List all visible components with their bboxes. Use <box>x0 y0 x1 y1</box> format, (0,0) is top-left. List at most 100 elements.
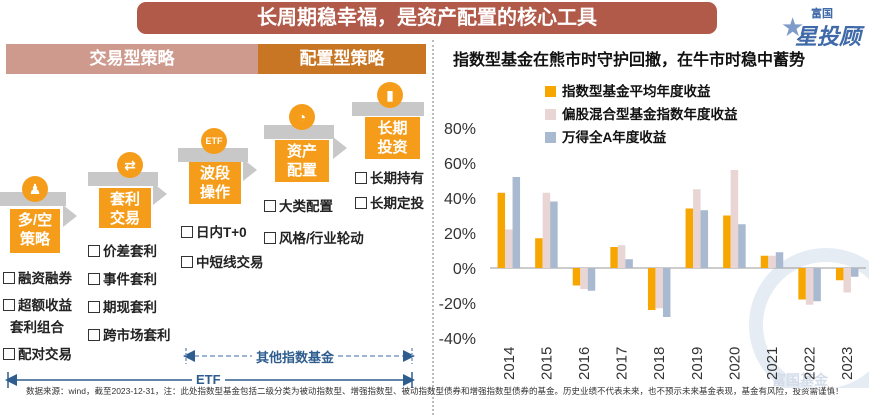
bar-2-2018 <box>662 268 671 317</box>
bar-1-2017 <box>617 245 626 268</box>
step-arrow <box>333 137 347 159</box>
bar-1-2018 <box>655 268 663 309</box>
bar-2-2014 <box>512 177 521 268</box>
y-tick-label: -20% <box>439 296 476 313</box>
bar-1-2023 <box>843 268 851 293</box>
x-tick-label: 2014 <box>501 347 518 380</box>
legend-item: 万得全A年度收益 <box>545 126 666 146</box>
strategy-step-box: 多/空 策略 <box>10 209 60 253</box>
bar-0-2022 <box>798 268 806 300</box>
bar-2-2022 <box>813 268 821 302</box>
bar-1-2014 <box>505 229 513 268</box>
bar-0-2015 <box>535 238 543 268</box>
growth-chart-icon: ▮ <box>377 82 403 108</box>
bar-0-2014 <box>497 192 506 268</box>
checkbox-icon <box>355 197 367 209</box>
checkbox-icon <box>88 301 100 313</box>
checklist-item-longshort: 配对交易 <box>3 344 72 366</box>
checklist-item-swing: 中短线交易 <box>181 252 264 274</box>
strategy-step-box: 套利 交易 <box>99 188 151 228</box>
x-tick-label: 2023 <box>839 347 856 380</box>
checklist-item-arbitrage: 跨市场套利 <box>88 325 171 347</box>
y-tick-label: 40% <box>444 191 476 208</box>
bar-2-2016 <box>587 268 596 291</box>
bar-0-2021 <box>760 255 769 268</box>
header-trading-strategy: 交易型策略 <box>6 44 258 74</box>
footnote: 数据来源：wind，截至2023-12-31，注：此处指数型基金包括二级分类为被… <box>26 386 844 396</box>
x-tick-label: 2020 <box>726 347 743 380</box>
checkbox-icon <box>3 299 15 311</box>
step-shelf <box>88 172 158 186</box>
step-arrow <box>63 205 77 227</box>
checkbox-icon <box>88 245 100 257</box>
step-arrow <box>153 183 167 205</box>
x-tick-label: 2022 <box>802 347 819 380</box>
page-banner-title: 长周期稳幸福，是资产配置的核心工具 <box>137 2 717 34</box>
exchange-icon: ⇄ <box>117 152 143 178</box>
step-shelf <box>352 102 424 116</box>
bar-1-2020 <box>730 170 739 268</box>
etf-label: ETF <box>192 372 225 387</box>
x-tick-label: 2016 <box>576 347 593 380</box>
bar-0-2017 <box>610 247 618 268</box>
people-icon: ♟ <box>22 176 48 202</box>
y-tick-label: 80% <box>444 121 476 138</box>
checklist-item-longterm: 长期定投 <box>355 193 424 215</box>
checkbox-icon <box>264 232 276 244</box>
bar-1-2019 <box>693 189 701 268</box>
etf-icon: ETF <box>201 128 227 154</box>
bar-2-2015 <box>550 201 558 268</box>
y-tick-label: 20% <box>444 226 476 243</box>
brand-logo: ★ 富国 星投顾 <box>781 6 865 49</box>
checklist-item-allocation: 风格/行业轮动 <box>264 228 364 250</box>
logo-top-text: 富国 <box>811 8 833 20</box>
checkbox-icon <box>88 273 100 285</box>
x-tick-label: 2015 <box>538 347 555 380</box>
y-tick-label: 0% <box>453 261 476 278</box>
checklist-item-arbitrage: 事件套利 <box>88 269 157 291</box>
checklist-item-longshort: 融资融券 <box>3 268 72 290</box>
step-shelf <box>178 148 248 162</box>
bar-0-2020 <box>723 215 731 268</box>
bar-0-2018 <box>647 268 656 310</box>
watermark-emblem <box>749 248 869 388</box>
bar-1-2016 <box>580 268 588 289</box>
checklist-item-longterm: 长期持有 <box>355 168 424 190</box>
checklist-item-arbitrage: 价差套利 <box>88 241 157 263</box>
checkbox-icon <box>264 200 276 212</box>
bar-0-2016 <box>572 268 581 286</box>
other-index-fund-label: 其他指数基金 <box>252 347 339 366</box>
bar-0-2023 <box>835 268 844 281</box>
header-allocation-strategy: 配置型策略 <box>258 44 426 74</box>
pie-icon: ◔ <box>289 104 315 130</box>
legend-item: 偏股混合型基金指数年度收益 <box>545 103 738 123</box>
strategy-step-box: 波段 操作 <box>189 162 241 204</box>
step-shelf <box>264 125 334 139</box>
star-icon: ★ <box>781 12 805 42</box>
checklist-item-arbitrage: 期现套利 <box>88 297 157 319</box>
bar-2-2020 <box>738 224 746 268</box>
legend-item: 指数型基金平均年度收益 <box>545 80 711 100</box>
checkbox-icon <box>355 172 367 184</box>
strategy-step-box: 长期 投资 <box>365 117 420 159</box>
checkbox-icon <box>88 329 100 341</box>
legend-swatch <box>545 132 556 143</box>
bar-chart: 富国基金 80% 60% 40% 20% 0% -20% -40% 2014 2015 2016 20… <box>439 121 869 388</box>
x-tick-label: 2021 <box>764 347 781 380</box>
checkbox-icon <box>181 256 193 268</box>
logo-main-text: 星投顾 <box>795 24 862 49</box>
step-arrow <box>243 159 257 181</box>
legend-swatch <box>545 109 556 120</box>
checkbox-icon <box>3 348 15 360</box>
section-divider <box>432 40 434 415</box>
checklist-item-longshort: 超额收益 套利组合 <box>3 295 72 339</box>
bar-1-2021 <box>768 255 776 268</box>
bar-1-2022 <box>805 268 814 305</box>
checklist-item-allocation: 大类配置 <box>264 196 333 218</box>
bar-0-2019 <box>685 208 694 268</box>
x-tick-label: 2018 <box>651 347 668 380</box>
checkbox-icon <box>181 226 193 238</box>
y-tick-label: -40% <box>439 331 476 348</box>
checklist-item-swing: 日内T+0 <box>181 222 247 244</box>
checkbox-icon <box>3 272 15 284</box>
